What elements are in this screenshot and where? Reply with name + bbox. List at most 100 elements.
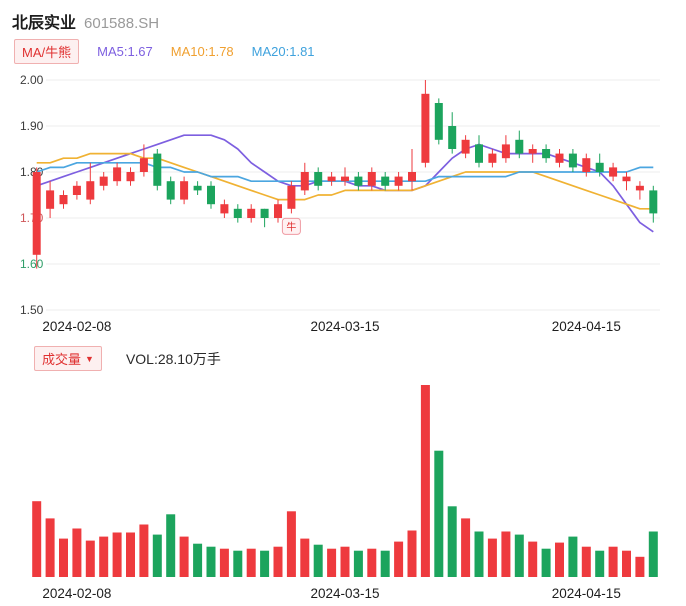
candle-body (354, 176, 363, 186)
candle-body (327, 176, 336, 182)
x-axis-label: 2024-02-08 (42, 586, 111, 601)
candle-body (609, 167, 618, 177)
candle-body (233, 208, 242, 218)
candle-body (434, 103, 443, 140)
volume-bar (541, 548, 551, 577)
candle-body (126, 172, 135, 182)
volume-bar (514, 534, 524, 577)
y-axis-label: 1.60 (20, 257, 44, 271)
volume-bar (233, 550, 243, 577)
volume-bar (260, 550, 270, 577)
chevron-down-icon: ▼ (85, 353, 94, 364)
candle-body (274, 204, 282, 218)
volume-bar (193, 543, 203, 577)
candle-body (166, 181, 175, 200)
volume-bar (568, 536, 578, 577)
volume-bar (581, 546, 591, 577)
candle-body (153, 153, 162, 186)
candle-body (287, 185, 296, 209)
y-axis-label: 1.90 (20, 119, 44, 133)
volume-bar (622, 550, 631, 577)
volume-bar (434, 450, 444, 577)
ma10-value: MA10:1.78 (170, 44, 234, 59)
volume-bar (380, 550, 390, 577)
candle-body (421, 93, 430, 163)
candle-body (207, 185, 215, 205)
candle-body (649, 190, 658, 214)
volume-header: 成交量 ▼ VOL:28.10万手 (34, 346, 686, 371)
volume-bar (139, 524, 149, 577)
bull-badge-text: 牛 (286, 220, 296, 233)
x-axis-label: 2024-03-15 (310, 586, 379, 601)
volume-bar (487, 538, 497, 577)
volume-bar (340, 546, 350, 577)
ma5-value: MA5:1.67 (97, 44, 153, 59)
candle-body (46, 190, 55, 209)
volume-bar (461, 518, 471, 577)
candle-body (501, 144, 510, 159)
candle-body (99, 176, 108, 186)
candle-body (635, 185, 644, 191)
volume-bar (300, 538, 310, 577)
candle-body (408, 172, 416, 182)
candle-body (461, 139, 470, 154)
volume-bar (59, 538, 68, 577)
volume-bar (246, 548, 256, 577)
volume-indicator-dropdown[interactable]: 成交量 ▼ (34, 346, 102, 371)
candle-body (247, 208, 256, 218)
candle-body (488, 153, 497, 163)
candle-body (113, 167, 122, 182)
volume-bar (595, 550, 605, 577)
volume-bar (219, 548, 229, 577)
candle-body (448, 126, 457, 149)
volume-bar (555, 542, 564, 577)
volume-bar (32, 501, 42, 577)
candle-body (180, 181, 189, 200)
volume-bar (126, 532, 135, 577)
candle-body (193, 185, 202, 191)
candle-body (220, 204, 229, 214)
volume-bar-chart[interactable]: 2024-02-08 2024-03-15 2024-04-15 (0, 373, 686, 605)
candle-body (515, 139, 524, 154)
y-axis-label: 1.50 (20, 303, 44, 317)
ma-legend-row: MA/牛熊 MA5:1.67 MA10:1.78 MA20:1.81 (0, 39, 686, 64)
volume-label: 成交量 (42, 352, 82, 367)
bull-badge-icon (281, 217, 301, 235)
candle-body (139, 158, 148, 172)
ma-line (36, 152, 654, 210)
header: 北辰实业 601588.SH (0, 0, 686, 33)
volume-bar (648, 531, 658, 577)
volume-bar (420, 385, 430, 577)
candle-body (555, 153, 564, 163)
candle-body (622, 176, 631, 182)
candle-body (528, 149, 537, 154)
volume-bar (85, 540, 95, 577)
x-axis-label: 2024-04-15 (552, 586, 621, 601)
volume-bar (206, 546, 216, 577)
volume-bar (474, 531, 484, 577)
candle-body (314, 172, 323, 186)
x-axis-label: 2024-02-08 (42, 319, 111, 334)
volume-bar (367, 548, 377, 577)
volume-bar (447, 506, 457, 577)
candle-body (367, 172, 376, 186)
volume-bar (528, 541, 538, 577)
candle-body (542, 149, 551, 159)
ma-bull-bear-toggle[interactable]: MA/牛熊 (14, 39, 80, 64)
ma20-value: MA20:1.81 (251, 44, 315, 59)
candle-body (595, 162, 604, 172)
volume-bar (152, 534, 162, 577)
candle-body (381, 176, 390, 186)
x-axis-label: 2024-04-15 (552, 319, 621, 334)
volume-value: VOL:28.10万手 (125, 350, 221, 367)
candle-body (260, 208, 269, 218)
candle-body (394, 176, 403, 186)
volume-bar (313, 544, 323, 577)
volume-bar (394, 541, 404, 577)
volume-bar (327, 548, 337, 577)
volume-bar (112, 532, 122, 577)
candle-body (475, 144, 483, 163)
volume-bar (99, 536, 109, 577)
